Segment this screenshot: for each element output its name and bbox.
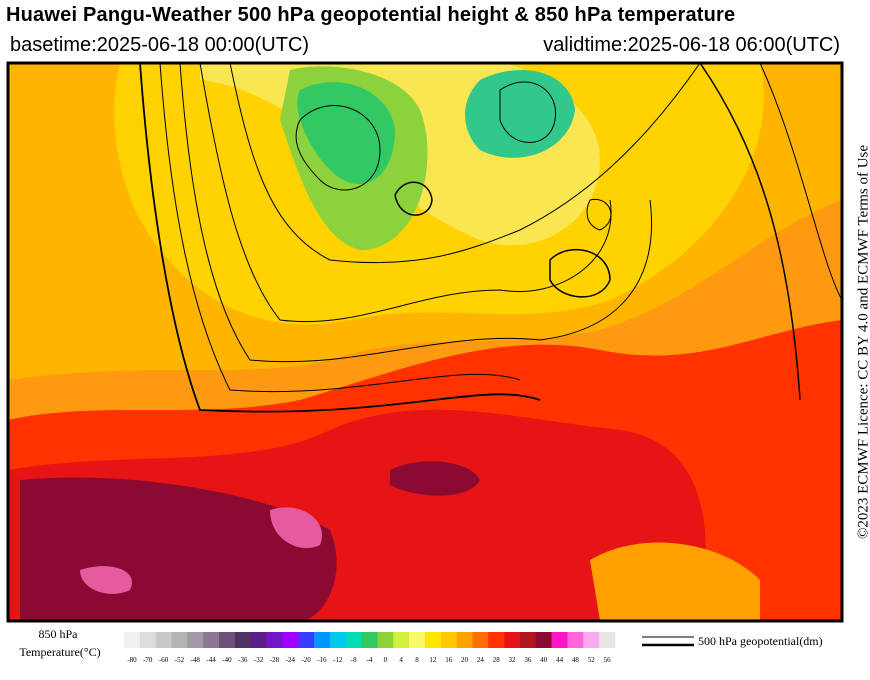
colorbar-swatch <box>266 632 283 648</box>
colorbar-swatch <box>314 632 331 648</box>
colorbar-label: 12 <box>429 656 437 664</box>
colorbar-label: 56 <box>604 656 612 664</box>
colorbar-label: 44 <box>556 656 564 664</box>
colorbar-label: -70 <box>143 656 153 664</box>
colorbar-label: 40 <box>540 656 548 664</box>
colorbar-label: 28 <box>493 656 501 664</box>
colorbar-swatch <box>219 632 236 648</box>
colorbar-label: -52 <box>175 656 185 664</box>
colorbar-swatch <box>583 632 600 648</box>
colorbar-swatch <box>155 632 172 648</box>
colorbar-swatch <box>409 632 426 648</box>
colorbar-swatch <box>139 632 156 648</box>
colorbar-swatch <box>440 632 457 648</box>
validtime: validtime:2025-06-18 06:00(UTC) <box>543 34 840 56</box>
colorbar-label: 32 <box>509 656 517 664</box>
colorbar-label: -20 <box>301 656 311 664</box>
colorbar-swatch <box>456 632 473 648</box>
colorbar-label: 20 <box>461 656 469 664</box>
colorbar-label: -40 <box>222 656 232 664</box>
colorbar-swatch <box>171 632 188 648</box>
colorbar-label: 8 <box>415 656 419 664</box>
colorbar-label: -4 <box>367 656 373 664</box>
colorbar-label: -12 <box>333 656 343 664</box>
colorbar-swatch <box>551 632 568 648</box>
colorbar-swatch <box>345 632 362 648</box>
colorbar-swatch <box>377 632 394 648</box>
colorbar-swatch <box>124 632 141 648</box>
colorbar-label: 48 <box>572 656 580 664</box>
colorbar-swatch <box>203 632 220 648</box>
colorbar-label: -16 <box>317 656 327 664</box>
colorbar-label: -28 <box>270 656 280 664</box>
colorbar-label: -60 <box>159 656 169 664</box>
colorbar-swatch <box>488 632 505 648</box>
licence: ©2023 ECMWF Licence: CC BY 4.0 and ECMWF… <box>855 145 870 539</box>
colorbar-label: -32 <box>254 656 264 664</box>
colorbar-label: -48 <box>191 656 201 664</box>
title: Huawei Pangu-Weather 500 hPa geopotentia… <box>6 4 736 26</box>
colorbar-label: 4 <box>399 656 403 664</box>
colorbar-label: 24 <box>477 656 485 664</box>
colorbar-label: -36 <box>238 656 248 664</box>
colorbar-label: 36 <box>524 656 532 664</box>
colorbar-swatch <box>250 632 267 648</box>
colorbar-swatch <box>187 632 204 648</box>
colorbar-label: -24 <box>286 656 296 664</box>
colorbar-swatch <box>234 632 252 648</box>
colorbar-swatch <box>393 632 410 648</box>
colorbar-swatch <box>298 632 315 648</box>
colorbar-label: -8 <box>351 656 357 664</box>
legend-title: 850 hPa <box>39 627 79 641</box>
colorbar-swatch <box>472 632 489 648</box>
temperature-field <box>8 63 842 621</box>
colorbar-swatch <box>599 632 616 648</box>
geopotential-contours <box>139 63 842 413</box>
geopotential-label: 500 hPa geopotential(dm) <box>698 634 823 648</box>
colorbar-label: -80 <box>127 656 137 664</box>
basetime: basetime:2025-06-18 00:00(UTC) <box>10 34 310 56</box>
colorbar-swatch <box>519 632 537 648</box>
colorbar: -80 -70 -60 -52 -48 -44 -40 -36 -32 -28 -24 -20 -16-… <box>124 632 616 664</box>
legend-title: Temperature(°C) <box>19 645 100 659</box>
colorbar-swatch <box>361 632 378 648</box>
colorbar-label: -44 <box>206 656 216 664</box>
colorbar-swatch <box>504 632 521 648</box>
colorbar-label: 0 <box>384 656 388 664</box>
colorbar-swatch <box>282 632 299 648</box>
colorbar-swatch <box>567 632 584 648</box>
colorbar-label: 52 <box>588 656 596 664</box>
colorbar-swatch <box>424 632 442 648</box>
map-frame <box>6 61 844 623</box>
colorbar-swatch <box>329 632 347 648</box>
colorbar-swatch <box>535 632 552 648</box>
colorbar-label: 16 <box>445 656 453 664</box>
